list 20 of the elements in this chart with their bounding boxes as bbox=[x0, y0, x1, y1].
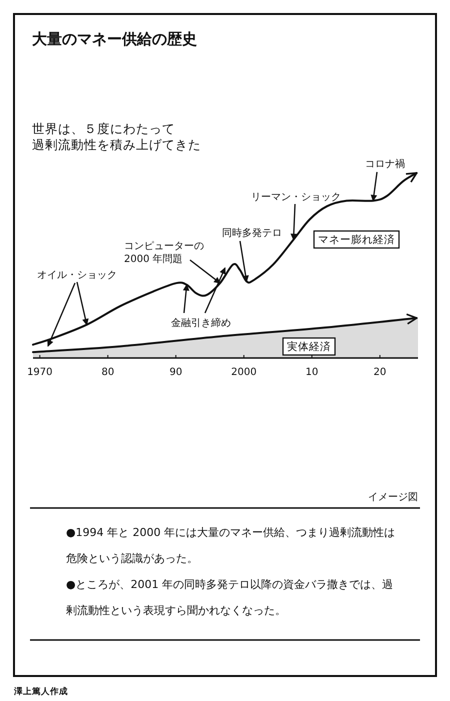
chart-subtitle: 世界は、５度にわたって過剰流動性を積み上げてきた bbox=[32, 121, 201, 152]
annotation: 同時多発テロ bbox=[222, 227, 282, 239]
annotation: 金融引き締め bbox=[171, 317, 231, 329]
x-tick-label: 90 bbox=[169, 367, 182, 378]
annotation: コンピューターの2000 年問題 bbox=[124, 241, 204, 265]
text: ●ところが、2001 年の同時多発テロ以降の資金バラ撒きでは、過剰流動性という表現すら聞かれなくなった。 bbox=[66, 578, 394, 617]
text: イメージ図 bbox=[368, 492, 418, 503]
series-label: 実体経済 bbox=[287, 340, 331, 353]
annotation: オイル・ショック bbox=[37, 270, 117, 281]
x-tick-label: 1970 bbox=[27, 367, 53, 378]
x-tick-label: 80 bbox=[101, 367, 114, 378]
annotation: コロナ禍 bbox=[365, 158, 405, 170]
x-tick-label: 2000 bbox=[231, 367, 257, 378]
annotation: リーマン・ショック bbox=[251, 192, 341, 203]
x-tick-label: 20 bbox=[374, 367, 386, 378]
text: ●1994 年と 2000 年には大量のマネー供給、つまり過剰流動性は危険という認識があった。 bbox=[66, 526, 396, 565]
text: 澤上篤人作成 bbox=[13, 686, 68, 697]
legend-label: マネー膨れ経済 bbox=[318, 233, 395, 246]
chart-title: 大量のマネー供給の歴史 bbox=[32, 30, 197, 48]
x-tick-label: 10 bbox=[306, 367, 318, 378]
